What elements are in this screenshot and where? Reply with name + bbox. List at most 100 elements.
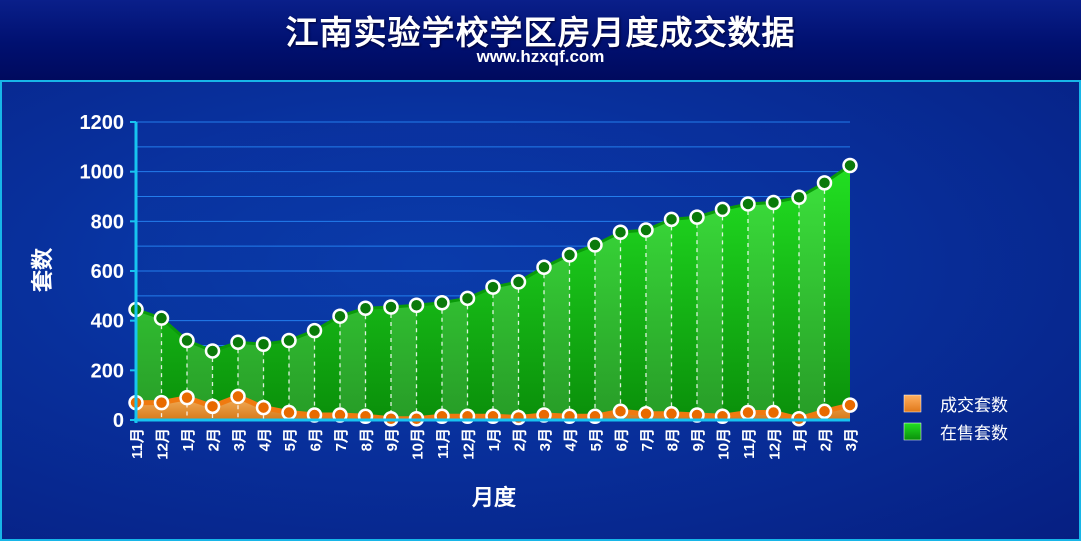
y-tick-labels: 0 200 400 600 800 1000 1200: [80, 112, 136, 432]
x-tick-label: 6月: [614, 428, 631, 451]
y-tick-label: 1000: [80, 162, 125, 184]
legend-label-for-sale: 在售套数: [940, 424, 1008, 444]
data-points: [128, 157, 858, 427]
for-sale-point: [255, 336, 272, 353]
x-tick-label: 6月: [308, 428, 325, 451]
legend-swatch-sold: [903, 394, 922, 413]
x-tick-label: 2月: [818, 428, 835, 451]
area-stripe: [595, 232, 621, 420]
x-tick-label: 7月: [639, 428, 656, 451]
sold-point: [230, 388, 246, 405]
area-stripe: [748, 202, 774, 420]
area-stripe: [493, 281, 519, 420]
sold-point: [842, 397, 858, 413]
sold-point: [510, 409, 527, 426]
for-sale-point: [230, 334, 246, 351]
x-tick-label: 10月: [410, 428, 427, 460]
y-tick-label: 800: [91, 211, 124, 233]
sold-point: [638, 406, 654, 422]
x-tick-label: 10月: [716, 428, 733, 460]
area-stripe: [799, 182, 825, 420]
x-tick-label: 5月: [588, 428, 605, 451]
for-sale-point: [587, 237, 603, 253]
for-sale-point: [536, 259, 552, 276]
y-tick-label: 600: [91, 261, 124, 283]
x-axis-title: 月度: [471, 485, 517, 510]
x-tick-label: 4月: [257, 428, 274, 451]
for-sale-point: [434, 295, 450, 311]
sold-point: [689, 407, 705, 423]
x-tick-label: 2月: [512, 428, 529, 451]
x-tick-label: 12月: [767, 428, 784, 460]
area-stripe: [391, 305, 417, 420]
sold-point: [281, 404, 297, 421]
sold-point: [612, 403, 629, 420]
x-tick-label: 2月: [206, 428, 223, 451]
x-tick-label: 4月: [563, 428, 580, 451]
area-stripe: [697, 209, 723, 420]
chart-subtitle: www.hzxqf.com: [476, 47, 605, 66]
for-sale-point: [816, 175, 833, 191]
for-sale-point: [332, 308, 348, 324]
for-sale-point: [485, 279, 501, 295]
chart-title: 江南实验学校学区房月度成交数据: [285, 13, 796, 52]
for-sale-point: [714, 201, 731, 218]
sold-point: [740, 404, 756, 421]
sold-point: [536, 407, 552, 423]
sold-point: [179, 389, 195, 406]
x-tick-label: 3月: [843, 428, 860, 451]
legend-label-sold: 成交套数: [940, 396, 1008, 416]
y-tick-label: 400: [91, 311, 124, 333]
for-sale-point: [740, 196, 756, 212]
area-stripe: [646, 219, 672, 420]
x-tick-label: 3月: [537, 428, 554, 451]
x-tick-labels: 11月 12月 1月 2月 3月 4月 5月 6月 7月 8月 9月 10月 11月 12月 1月 2月 3月 4…: [129, 428, 860, 460]
for-sale-point: [561, 247, 578, 263]
sold-point: [816, 403, 833, 420]
sold-point: [765, 404, 782, 421]
for-sale-point: [459, 290, 476, 307]
y-tick-label: 0: [113, 410, 124, 432]
y-tick-label: 200: [91, 360, 124, 382]
sold-point: [204, 398, 221, 415]
for-sale-point: [281, 332, 297, 349]
for-sale-point: [689, 209, 705, 225]
chart-header: 江南实验学校学区房月度成交数据 www.hzxqf.com: [0, 0, 1081, 80]
for-sale-point: [765, 194, 782, 211]
y-tick-label: 1200: [80, 112, 125, 134]
sold-point: [255, 399, 272, 416]
x-tick-label: 7月: [333, 428, 350, 451]
for-sale-point: [179, 332, 195, 349]
for-sale-point: [791, 189, 807, 205]
area-stripe: [544, 254, 570, 420]
x-tick-label: 9月: [384, 428, 401, 451]
sold-point: [332, 407, 348, 423]
x-tick-label: 9月: [690, 428, 707, 451]
for-sale-point: [357, 300, 374, 316]
for-sale-point: [638, 222, 654, 238]
x-tick-label: 8月: [359, 428, 376, 451]
x-tick-label: 8月: [665, 428, 682, 451]
for-sale-point: [153, 310, 170, 326]
sold-point: [153, 394, 170, 411]
x-tick-label: 11月: [741, 428, 758, 459]
x-tick-label: 12月: [155, 428, 172, 460]
legend-swatch-for-sale: [903, 422, 922, 441]
for-sale-point: [842, 157, 858, 174]
x-tick-label: 3月: [231, 428, 248, 451]
area-stripe: [289, 330, 315, 420]
for-sale-point: [510, 274, 527, 290]
sold-point: [306, 407, 323, 423]
for-sale-point: [204, 343, 221, 359]
x-tick-label: 1月: [180, 428, 197, 451]
x-tick-label: 1月: [792, 428, 809, 451]
x-tick-label: 11月: [435, 428, 452, 459]
for-sale-point: [663, 211, 680, 228]
x-tick-label: 1月: [486, 428, 503, 451]
for-sale-point: [383, 299, 399, 315]
legend: 成交套数 在售套数: [903, 394, 1008, 444]
column-dividers: [160, 189, 826, 420]
x-tick-label: 11月: [129, 428, 146, 459]
area-stripe: [442, 298, 468, 420]
